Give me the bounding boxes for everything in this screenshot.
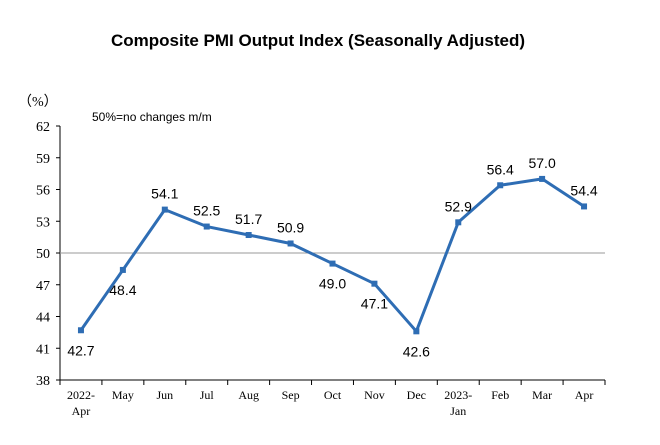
x-tick-label: Sep xyxy=(282,388,300,402)
data-point xyxy=(119,266,126,273)
data-labels-group: 42.7 48.4 54.1 52.5 51.7 50.9 49.0 47.1 42.6 52.9… xyxy=(67,155,598,359)
data-label: 57.0 xyxy=(528,155,555,171)
x-tick-label: Jul xyxy=(200,388,215,402)
data-point xyxy=(77,327,84,334)
data-label: 52.5 xyxy=(193,203,220,219)
axes: 38 41 44 47 50 53 56 59 62 2022- Apr May Jun Jul Aug Se… xyxy=(36,120,606,418)
y-tick-label: 38 xyxy=(36,374,50,389)
data-label: 49.0 xyxy=(319,276,346,292)
x-tick-label: Apr xyxy=(72,404,91,418)
x-tick-label: 2022- xyxy=(67,388,95,402)
data-point xyxy=(329,260,336,267)
series-group xyxy=(77,175,588,335)
x-tick-label: 2023- xyxy=(444,388,472,402)
data-label: 52.9 xyxy=(445,198,472,214)
y-tick-label: 59 xyxy=(36,152,50,167)
x-tick-label: Mar xyxy=(532,388,552,402)
data-point xyxy=(371,280,378,287)
data-label: 56.4 xyxy=(487,161,514,177)
data-point xyxy=(287,240,294,247)
x-tick-label: Nov xyxy=(364,388,385,402)
data-label: 42.7 xyxy=(67,342,94,358)
x-tick-label: May xyxy=(112,388,134,402)
y-tick-label: 53 xyxy=(36,215,50,230)
data-point xyxy=(245,232,252,239)
y-tick-label: 50 xyxy=(36,247,50,262)
chart-title: Composite PMI Output Index (Seasonally A… xyxy=(111,31,525,50)
data-label: 42.6 xyxy=(403,343,430,359)
x-tick-label: Dec xyxy=(407,388,426,402)
x-tick-label: Aug xyxy=(238,388,259,402)
data-label: 47.1 xyxy=(361,296,388,312)
data-point xyxy=(413,328,420,335)
data-point xyxy=(203,223,210,230)
x-tick-label: Jan xyxy=(450,404,466,418)
data-point xyxy=(455,219,462,226)
y-unit-label: （%） xyxy=(18,94,58,110)
x-tick-label: Apr xyxy=(575,388,594,402)
data-label: 54.4 xyxy=(570,182,597,198)
x-tick-label: Oct xyxy=(324,388,342,402)
y-tick-label: 62 xyxy=(36,120,50,135)
data-point xyxy=(581,203,588,210)
data-point xyxy=(539,175,546,182)
x-tick-label: Jun xyxy=(156,388,173,402)
data-point xyxy=(497,182,504,189)
annotation-note: 50%=no changes m/m xyxy=(92,110,212,124)
y-tick-label: 47 xyxy=(36,279,50,294)
data-label: 48.4 xyxy=(109,282,136,298)
data-label: 54.1 xyxy=(151,186,178,202)
data-label: 51.7 xyxy=(235,211,262,227)
y-tick-label: 44 xyxy=(36,311,50,326)
data-point xyxy=(161,206,168,213)
y-tick-label: 56 xyxy=(36,184,50,199)
series-line xyxy=(79,177,585,333)
y-tick-label: 41 xyxy=(36,342,50,357)
x-tick-label: Feb xyxy=(491,388,509,402)
data-label: 50.9 xyxy=(277,219,304,235)
